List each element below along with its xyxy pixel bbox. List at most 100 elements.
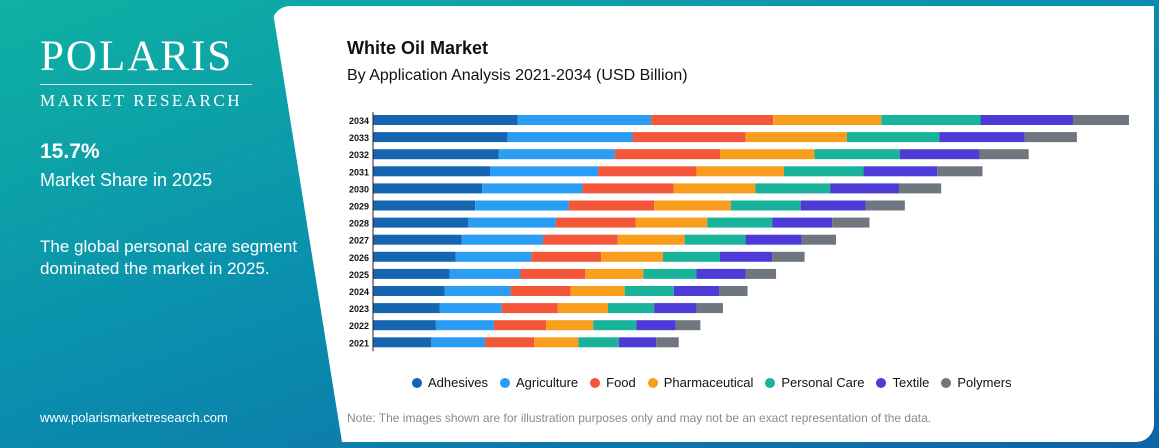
bar-segment-adhesives bbox=[373, 132, 508, 143]
bar-segment-adhesives bbox=[373, 115, 518, 125]
description: The global personal care segment dominat… bbox=[40, 237, 298, 278]
bar-segment-polymers bbox=[898, 183, 942, 194]
bar-segment-personal-care bbox=[730, 200, 801, 211]
legend-item: Personal Care bbox=[765, 375, 864, 390]
bar-segment-personal-care bbox=[663, 251, 721, 262]
bar-segment-polymers bbox=[1072, 115, 1129, 125]
y-tick-label: 2021 bbox=[349, 338, 369, 348]
bar-segment-personal-care bbox=[624, 286, 674, 296]
legend-swatch bbox=[412, 377, 422, 388]
bar-segment-textile bbox=[720, 251, 773, 262]
bar-segment-pharmaceutical bbox=[673, 183, 756, 194]
y-tick-label: 2029 bbox=[349, 202, 369, 212]
bar-segment-food bbox=[568, 200, 655, 211]
bar-segment-adhesives bbox=[373, 149, 499, 160]
bar-segment-textile bbox=[772, 217, 833, 228]
bar-segment-polymers bbox=[832, 217, 870, 228]
bar-segment-textile bbox=[830, 183, 899, 194]
chart-title: White Oil Market bbox=[347, 38, 489, 58]
bar-segment-textile bbox=[636, 320, 676, 331]
bar-segment-food bbox=[520, 268, 586, 279]
bar-segment-food bbox=[632, 132, 746, 143]
bar-segment-agriculture bbox=[444, 286, 511, 296]
bar-segment-personal-care bbox=[643, 268, 697, 279]
bar-segment-polymers bbox=[937, 166, 983, 177]
y-tick-label: 2028 bbox=[349, 219, 369, 229]
stat-label: Market Share in 2025 bbox=[40, 170, 213, 190]
bar-segment-agriculture bbox=[439, 303, 502, 314]
y-tick-label: 2031 bbox=[349, 167, 369, 177]
bar-segment-personal-care bbox=[607, 303, 655, 314]
bar-segment-textile bbox=[899, 149, 980, 160]
legend-swatch bbox=[499, 377, 510, 388]
bar-segment-textile bbox=[863, 166, 938, 177]
bar-segment-personal-care bbox=[814, 149, 900, 160]
bar-segment-agriculture bbox=[435, 320, 494, 331]
legend-swatch bbox=[590, 377, 601, 388]
bar-segment-polymers bbox=[656, 337, 679, 348]
bar-segment-pharmaceutical bbox=[546, 320, 594, 331]
bar-segment-polymers bbox=[865, 200, 905, 211]
legend-label: Food bbox=[606, 375, 636, 390]
bar-segment-food bbox=[582, 183, 674, 194]
legend-label: Adhesives bbox=[428, 375, 488, 390]
legend-item: Polymers bbox=[941, 375, 1012, 390]
bar-segment-personal-care bbox=[783, 166, 864, 177]
y-tick-label: 2027 bbox=[349, 236, 369, 246]
y-tick-label: 2025 bbox=[349, 270, 369, 280]
y-tick-label: 2024 bbox=[349, 287, 369, 297]
bar-segment-polymers bbox=[696, 303, 723, 314]
bar-segment-textile bbox=[939, 132, 1025, 143]
legend-label: Textile bbox=[892, 375, 930, 390]
bar-segment-food bbox=[501, 303, 558, 314]
bar-segment-textile bbox=[654, 303, 697, 314]
bar-segment-personal-care bbox=[755, 183, 831, 194]
bar-segment-food bbox=[485, 337, 535, 348]
bar-segment-agriculture bbox=[455, 251, 532, 262]
bar-segment-personal-care bbox=[707, 217, 773, 228]
legend-label: Personal Care bbox=[781, 375, 865, 390]
bar-segment-food bbox=[510, 286, 571, 296]
legend-label: Polymers bbox=[957, 375, 1012, 390]
logo-subtitle: MARKET RESEARCH bbox=[40, 91, 243, 110]
y-tick-label: 2033 bbox=[349, 133, 369, 143]
stacked-bar-chart: 2034 2033 2032 2031 2030 2029 2028 2027 2026 2025… bbox=[349, 112, 1129, 352]
logo: POLARIS MARKET RESEARCH bbox=[40, 34, 260, 111]
bar-segment-agriculture bbox=[461, 234, 544, 245]
bar-segment-agriculture bbox=[507, 132, 633, 143]
bar-segment-polymers bbox=[675, 320, 701, 331]
bar-segment-pharmaceutical bbox=[534, 337, 579, 348]
bar-segment-agriculture bbox=[482, 183, 583, 194]
bar-segment-polymers bbox=[979, 149, 1029, 160]
bar-segment-polymers bbox=[801, 234, 837, 245]
bar-segment-pharmaceutical bbox=[773, 115, 882, 125]
legend-swatch bbox=[647, 377, 658, 388]
bar-segment-adhesives bbox=[373, 337, 432, 348]
bar-segment-pharmaceutical bbox=[696, 166, 784, 177]
bar-segment-adhesives bbox=[373, 200, 476, 211]
bar-segment-food bbox=[543, 234, 618, 245]
y-tick-label: 2023 bbox=[349, 304, 369, 314]
y-tick-label: 2030 bbox=[349, 184, 369, 194]
bar-segment-adhesives bbox=[373, 303, 440, 314]
y-tick-label: 2032 bbox=[349, 150, 369, 160]
legend-swatch bbox=[876, 377, 887, 388]
bar-segment-pharmaceutical bbox=[585, 268, 644, 279]
bar-segment-polymers bbox=[1024, 132, 1077, 143]
legend-item: Agriculture bbox=[499, 375, 579, 390]
logo-text: POLARIS bbox=[40, 33, 234, 80]
legend-item: Textile bbox=[876, 375, 929, 390]
bar-segment-textile bbox=[618, 337, 657, 348]
bar-segment-polymers bbox=[719, 286, 748, 296]
legend-label: Pharmaceutical bbox=[663, 375, 754, 390]
website-link[interactable]: www.polarismarketresearch.com bbox=[40, 410, 228, 425]
bar-segment-polymers bbox=[772, 251, 805, 262]
bar-segment-pharmaceutical bbox=[557, 303, 608, 314]
bar-segment-adhesives bbox=[373, 286, 445, 296]
chart-legend: Adhesives Agriculture Food Pharmaceutical Pe… bbox=[412, 375, 1012, 390]
legend-label: Agriculture bbox=[515, 375, 579, 390]
y-tick-label: 2026 bbox=[349, 253, 369, 263]
bar-segment-textile bbox=[673, 286, 720, 296]
bar-segment-adhesives bbox=[373, 234, 462, 245]
y-tick-label: 2022 bbox=[349, 321, 369, 331]
